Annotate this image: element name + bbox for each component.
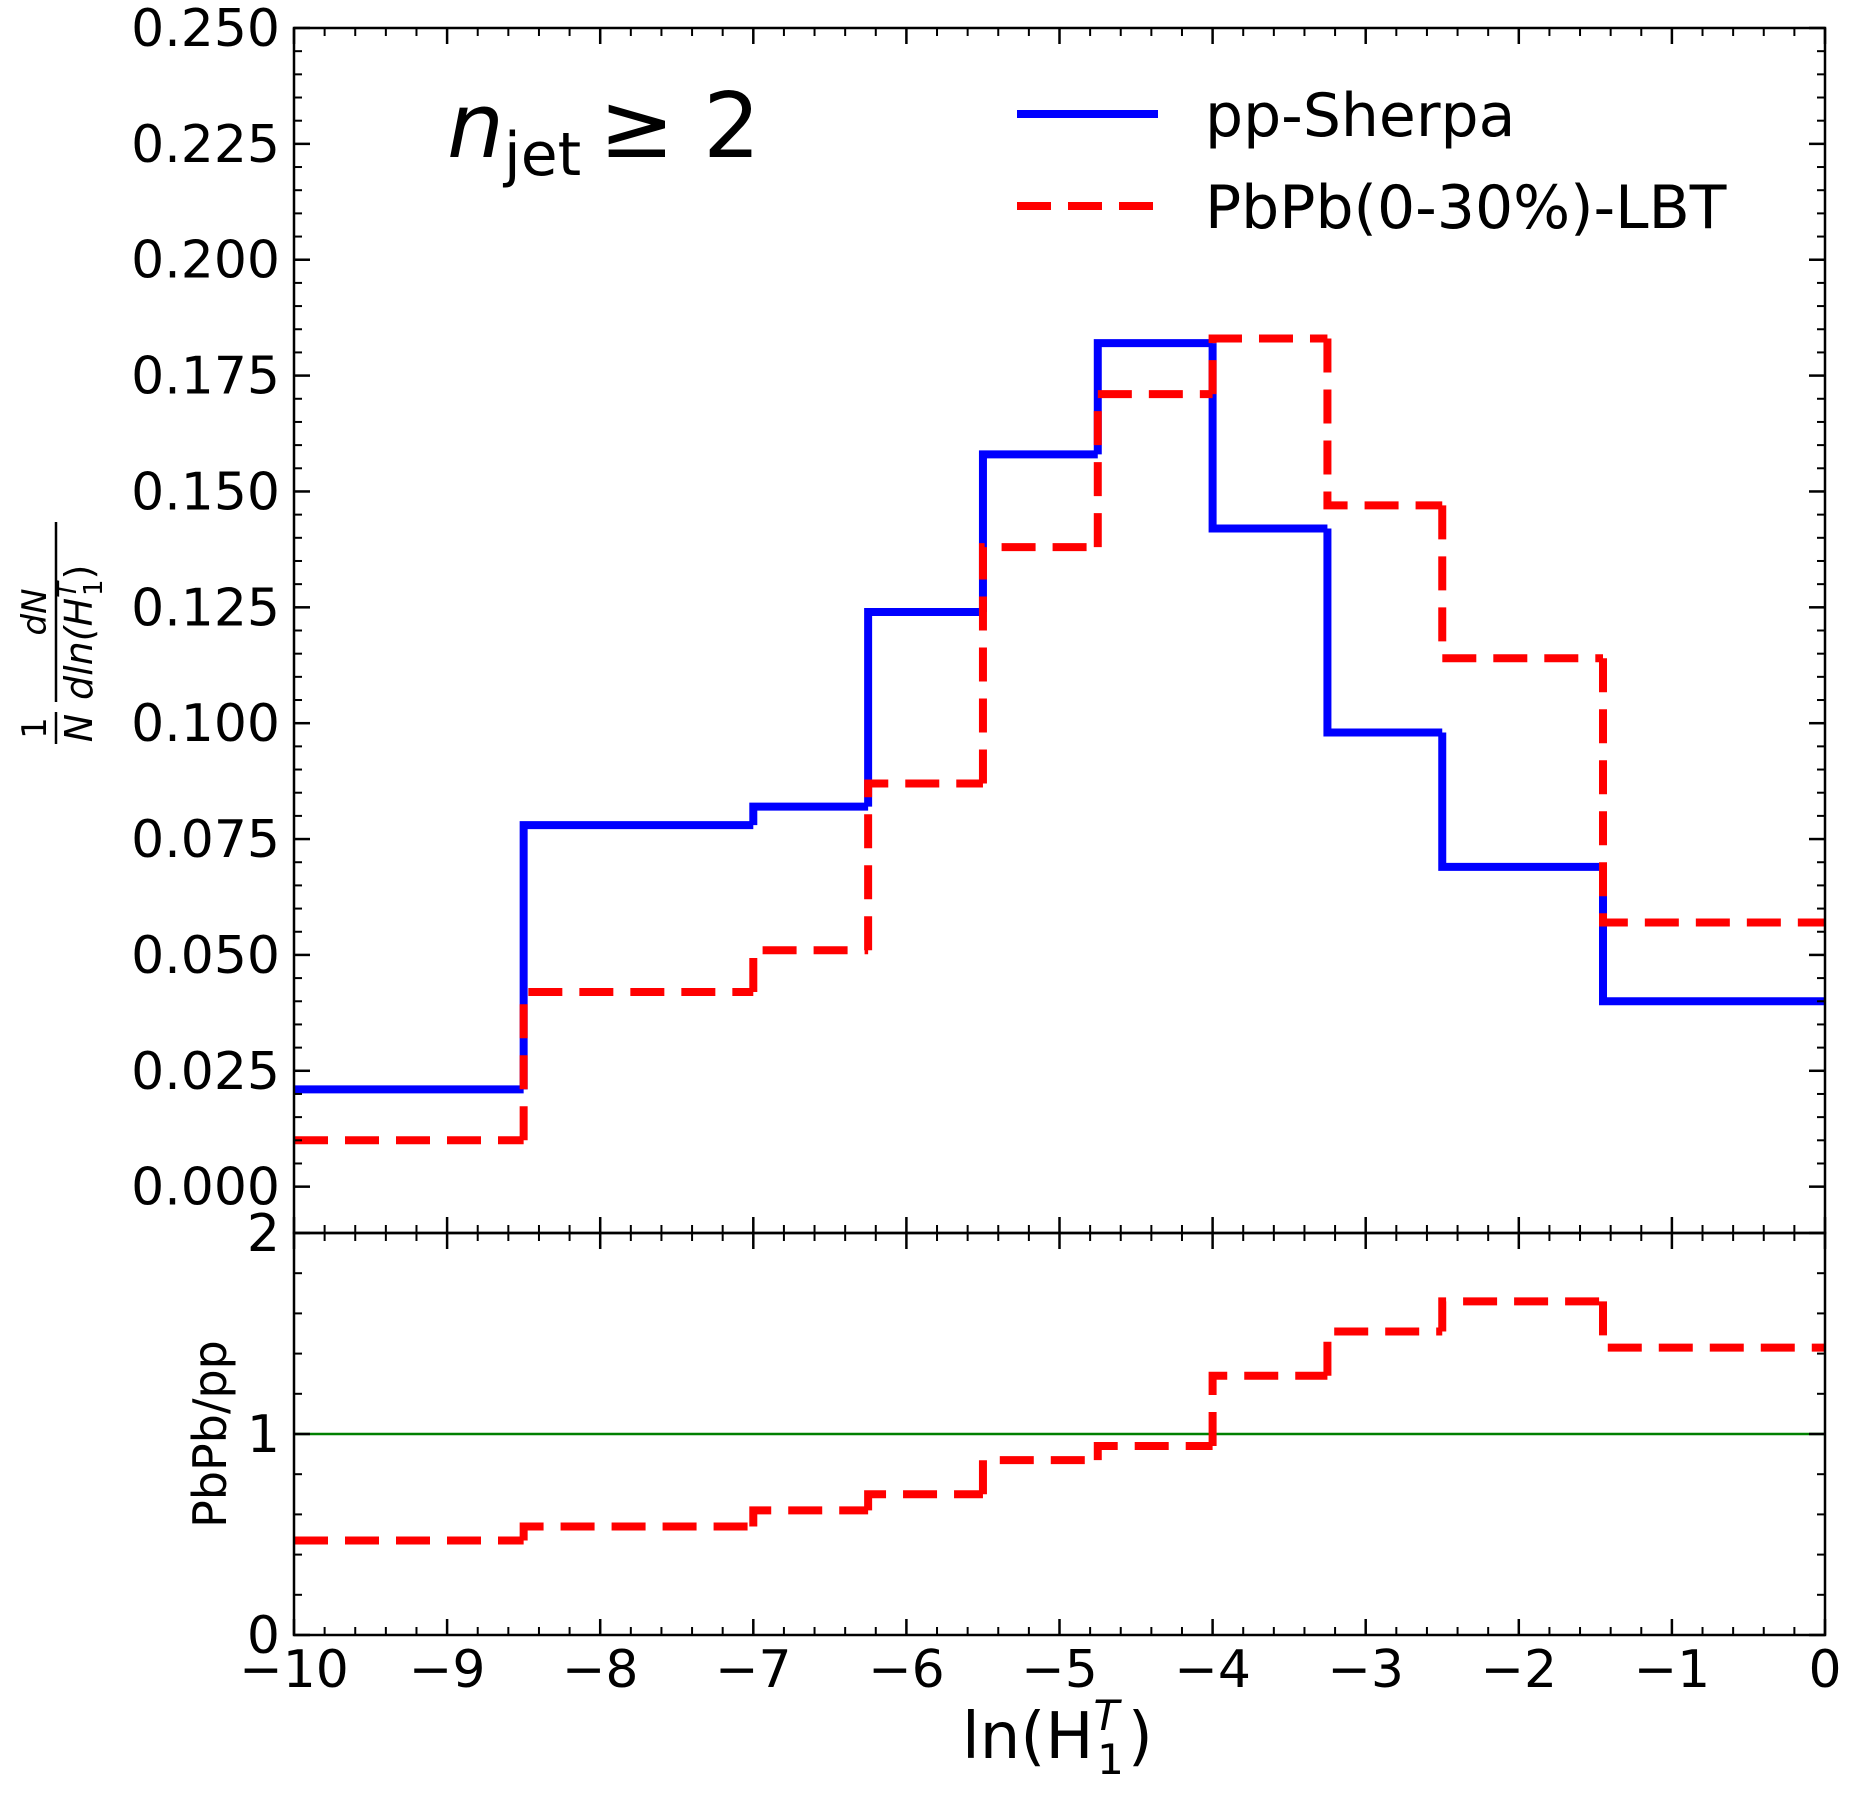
- histogram-step: [864, 1490, 983, 1511]
- histogram-step: [1438, 1297, 1604, 1332]
- histogram-step: [1093, 339, 1213, 455]
- y-tick-label: 0.125: [131, 578, 280, 638]
- histogram-step: [519, 821, 754, 1090]
- annotation-variable: n: [447, 74, 504, 179]
- x-tick-label: −3: [1327, 1640, 1404, 1700]
- histogram-step: [1438, 732, 1604, 871]
- y-label-part: 1: [79, 579, 109, 596]
- y-tick-label: 0.150: [131, 462, 280, 522]
- histogram-step: [1438, 505, 1604, 663]
- y-label-part: T: [53, 580, 83, 598]
- y-tick-label: 2: [247, 1204, 280, 1264]
- histogram-step: [519, 988, 754, 1141]
- annotation-suffix: ≥ 2: [599, 74, 760, 179]
- y-tick-label: 0.100: [131, 694, 280, 754]
- histogram-step: [1208, 1371, 1328, 1447]
- histogram-step: [749, 802, 869, 826]
- x-tick-label: −5: [1021, 1640, 1098, 1700]
- y-label-part: dln(H: [57, 598, 101, 700]
- x-label-part: 1: [1097, 1735, 1124, 1784]
- histogram-step: [1323, 1327, 1443, 1376]
- y-tick-label: 0: [247, 1606, 280, 1666]
- y-label-part: 1: [15, 717, 55, 739]
- x-tick-label: −1: [1634, 1640, 1711, 1700]
- y-tick-label: 0.000: [131, 1158, 280, 1218]
- y-tick-label: 0.250: [131, 0, 280, 59]
- x-label-part: T: [1093, 1691, 1122, 1740]
- x-tick-label: −2: [1480, 1640, 1557, 1700]
- y-label-part: dln(HT1): [53, 565, 109, 700]
- y-tick-label: 0.050: [131, 926, 280, 986]
- y-label-part: dN: [15, 588, 55, 635]
- y-tick-label: 0.175: [131, 347, 280, 407]
- histogram-step: [978, 450, 1098, 612]
- y-tick-label: 0.025: [131, 1042, 280, 1102]
- y-axis-label: PbPb/pp: [183, 1340, 237, 1528]
- histogram-step: [519, 1522, 754, 1541]
- x-tick-label: −6: [868, 1640, 945, 1700]
- x-label-part: ln(H: [962, 1700, 1093, 1774]
- x-axis-label: ln(HT 1): [962, 1691, 1153, 1784]
- x-tick-label: −9: [409, 1640, 486, 1700]
- histogram-step: [1208, 343, 1328, 533]
- x-tick-label: −10: [239, 1640, 349, 1700]
- y-label-part: ): [57, 565, 101, 580]
- legend-label: PbPb(0-30%)-LBT: [1205, 173, 1727, 243]
- x-tick-label: −7: [715, 1640, 792, 1700]
- histogram-step: [1093, 1442, 1213, 1461]
- histogram-step: [1599, 658, 1825, 927]
- annotation-subscript: jet: [502, 120, 581, 190]
- histogram-step: [1323, 338, 1443, 510]
- histogram-step: [749, 946, 869, 992]
- y-tick-label: 0.225: [131, 115, 280, 175]
- histogram-step: [749, 1506, 869, 1527]
- x-tick-label: −4: [1174, 1640, 1251, 1700]
- histogram-step: [864, 779, 983, 951]
- y-tick-label: 0.075: [131, 810, 280, 870]
- histogram-step: [978, 1456, 1098, 1495]
- histogram-step: [1093, 390, 1213, 548]
- y-axis-label: 1 NdN dln(HT1): [15, 522, 109, 744]
- histogram-step: [1599, 866, 1825, 1006]
- y-tick-label: 1: [247, 1405, 280, 1465]
- histogram-step: [1599, 1301, 1825, 1352]
- x-tick-label: −8: [562, 1640, 639, 1700]
- y-tick-label: 0.200: [131, 231, 280, 291]
- x-label-part: ): [1128, 1700, 1153, 1774]
- y-label-part: N: [57, 714, 101, 742]
- histogram-step: [978, 543, 1098, 784]
- histogram-step: [864, 607, 983, 807]
- x-tick-label: 0: [1808, 1640, 1841, 1700]
- histogram-step: [1323, 528, 1443, 737]
- legend-label: pp-Sherpa: [1205, 81, 1515, 151]
- histogram-step: [1208, 334, 1328, 395]
- annotation: njet ≥ 2: [447, 74, 760, 190]
